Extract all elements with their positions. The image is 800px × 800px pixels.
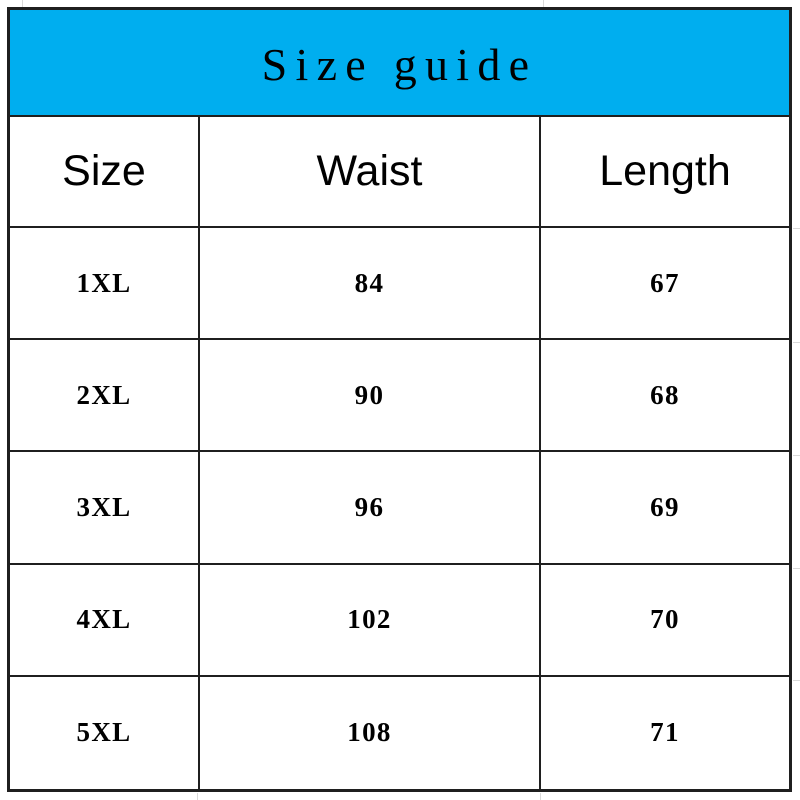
- table-row: 1XL 84 67: [10, 228, 789, 341]
- waist-cell: 102: [200, 564, 541, 675]
- waist-cell: 108: [200, 676, 541, 789]
- size-cell: 2XL: [10, 340, 200, 451]
- margin-gridline: [793, 228, 800, 229]
- table-title-band: Size guide: [10, 10, 789, 117]
- waist-cell: 90: [200, 340, 541, 451]
- margin-gridline: [793, 680, 800, 681]
- margin-gridline: [793, 568, 800, 569]
- margin-gridline: [793, 455, 800, 456]
- margin-gridline: [793, 342, 800, 343]
- header-cell-length: Length: [599, 147, 731, 195]
- size-table: Size guide Size Waist Length 1XL 84 67 2…: [7, 7, 792, 792]
- length-cell: 71: [650, 717, 680, 748]
- table-title: Size guide: [261, 39, 538, 90]
- margin-gridline: [543, 0, 544, 7]
- waist-cell: 84: [200, 228, 541, 339]
- table-row: 4XL 102 70: [10, 564, 789, 677]
- waist-cell: 96: [200, 452, 541, 563]
- table-row: 5XL 108 71: [10, 676, 789, 789]
- length-cell: 67: [650, 267, 680, 298]
- size-cell: 4XL: [10, 564, 200, 675]
- length-cell: 70: [650, 604, 680, 635]
- table-header-row: Size Waist Length: [10, 117, 789, 228]
- table-row: 2XL 90 68: [10, 340, 789, 453]
- table-row: 3XL 96 69: [10, 452, 789, 565]
- header-cell-size: Size: [10, 117, 200, 226]
- size-cell: 3XL: [10, 452, 200, 563]
- margin-gridline: [540, 793, 541, 800]
- length-cell: 68: [650, 379, 680, 410]
- size-cell: 5XL: [10, 676, 200, 789]
- margin-gridline: [197, 793, 198, 800]
- margin-gridline: [22, 0, 23, 7]
- header-cell-waist: Waist: [200, 117, 541, 226]
- length-cell: 69: [650, 491, 680, 522]
- size-cell: 1XL: [10, 228, 200, 339]
